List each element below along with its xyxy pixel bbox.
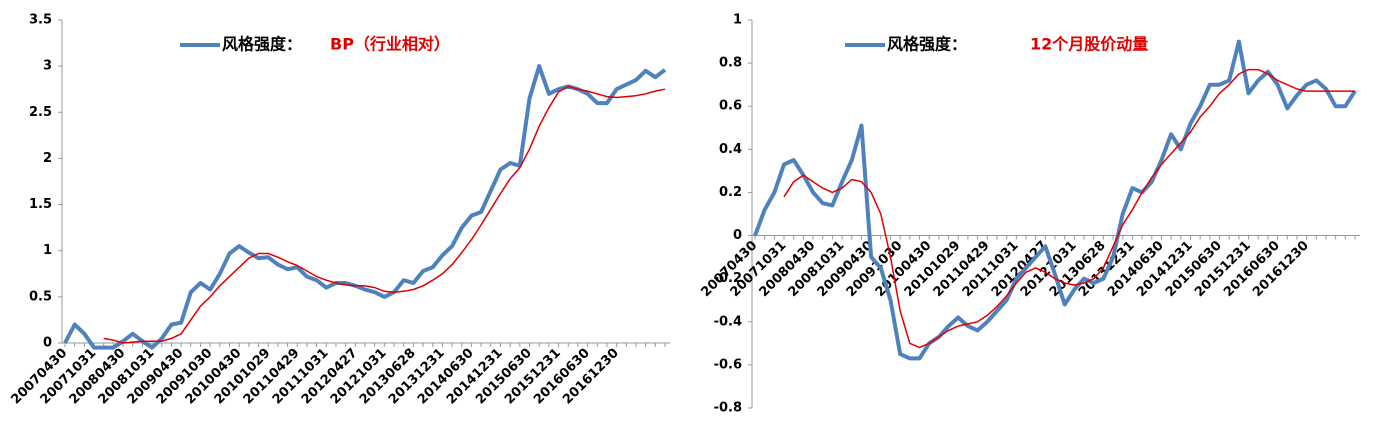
y-tick-label: 2.5 [29,105,52,120]
y-tick-label: 0.2 [719,185,742,200]
series-line [103,85,666,344]
y-tick-label: -0.4 [714,314,742,329]
chart-title: 12个月股价动量 [1030,35,1148,54]
y-tick-label: 0.4 [719,142,742,157]
y-tick-label: 2 [43,151,52,166]
y-tick-label: 0.5 [29,289,52,304]
series-line [783,68,1355,349]
y-tick-label: 3.5 [29,13,52,28]
series-line [753,39,1357,361]
y-tick-label: 0 [43,336,52,351]
chart-title: BP（行业相对） [330,35,450,54]
y-tick-label: -0.6 [714,357,742,372]
legend-label: 风格强度： [222,35,302,54]
y-tick-label: 1.5 [29,197,52,212]
y-tick-label: 1 [43,243,52,258]
y-tick-label: 0.6 [719,99,742,114]
y-tick-label: 0.8 [719,56,742,71]
y-tick-label: -0.8 [714,401,742,416]
y-tick-label: 1 [733,13,742,28]
y-tick-label: -0.2 [714,271,742,286]
y-tick-label: 0 [733,228,742,243]
legend-label: 风格强度： [887,35,967,54]
y-tick-label: 3 [43,59,52,74]
series-line [63,64,667,350]
